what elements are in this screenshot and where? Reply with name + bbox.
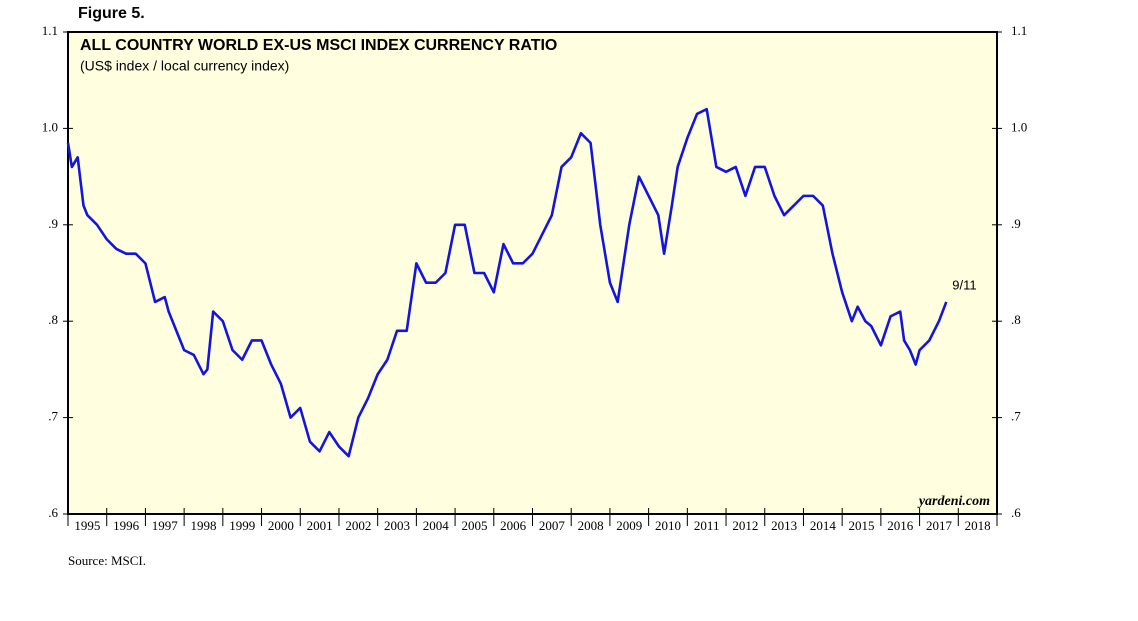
x-tick-label: 2008 [578,518,604,533]
y-tick-label: 1.1 [42,23,58,38]
source-note: Source: MSCI. [68,553,146,568]
x-tick-label: 2017 [926,518,953,533]
x-tick-label: 2014 [810,518,837,533]
x-tick-label: 2016 [887,518,914,533]
x-tick-label: 2002 [345,518,371,533]
credit: yardeni.com [917,494,990,509]
plot-area [67,31,998,515]
x-tick-label: 2011 [694,518,720,533]
chart-title: ALL COUNTRY WORLD EX-US MSCI INDEX CURRE… [80,37,557,54]
y2-tick-label: .7 [1011,409,1021,424]
y-tick-label: .7 [48,409,58,424]
x-tick-label: 2009 [616,518,642,533]
x-tick-label: 1998 [190,518,216,533]
x-tick-label: 2001 [307,518,333,533]
y2-tick-label: .9 [1011,216,1021,231]
x-tick-label: 1996 [113,518,140,533]
chart-subtitle: (US$ index / local currency index) [80,58,289,74]
x-tick-label: 2010 [655,518,681,533]
x-tick-label: 2006 [500,518,527,533]
x-tick-label: 2004 [423,518,450,533]
x-tick-label: 2013 [771,518,797,533]
y-tick-label: .8 [48,312,58,327]
end-label: 9/11 [952,277,976,292]
figure-label: Figure 5. [78,5,145,22]
x-tick-label: 1999 [229,518,255,533]
y2-tick-label: .8 [1011,312,1021,327]
x-tick-label: 2012 [732,518,758,533]
x-tick-label: 2003 [384,518,410,533]
x-tick-label: 2015 [849,518,875,533]
x-tick-label: 1995 [74,518,100,533]
x-tick-label: 1997 [152,518,179,533]
y-tick-label: 1.0 [42,119,58,134]
y2-tick-label: 1.1 [1011,23,1027,38]
x-tick-label: 2018 [965,518,991,533]
x-tick-label: 2005 [461,518,487,533]
y2-tick-label: 1.0 [1011,119,1027,134]
y-tick-label: .9 [48,216,58,231]
y2-tick-label: .6 [1011,505,1021,520]
x-tick-label: 2000 [268,518,294,533]
data-line [66,107,948,458]
y-tick-label: .6 [48,505,58,520]
x-tick-label: 2007 [539,518,566,533]
